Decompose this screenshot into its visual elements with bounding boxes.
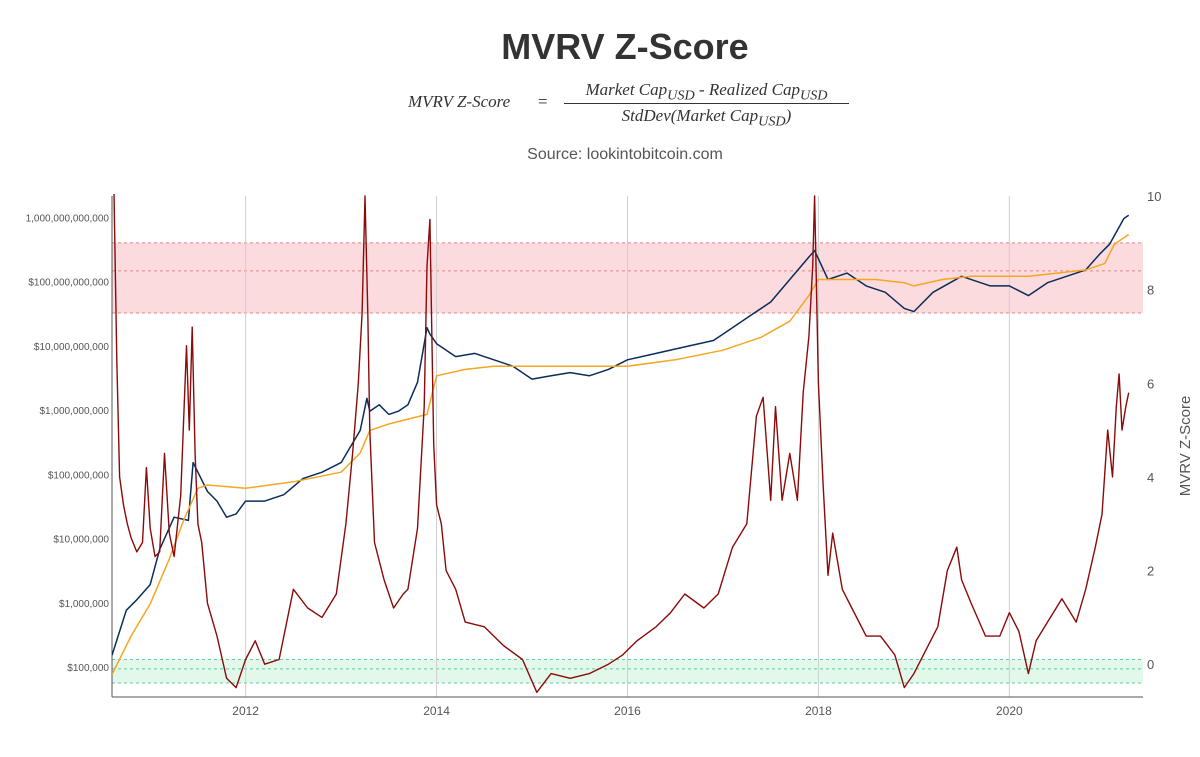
y-left-tick-label: $1,000,000 <box>59 599 109 610</box>
formula-denominator-text: StdDev(Market Cap <box>621 106 759 125</box>
series-group <box>112 194 1130 693</box>
y-left-tick-label: $100,000,000,000 <box>28 278 109 289</box>
y-right-tick-label: 4 <box>1147 470 1154 485</box>
y-left-tick-label: 1,000,000,000,000 <box>26 213 110 224</box>
series-line-mvrv-z-score <box>113 194 1130 693</box>
formula-numerator-a: Market Cap <box>585 80 668 99</box>
y-left-tick-label: $10,000,000 <box>53 535 109 546</box>
x-tick-label: 2020 <box>996 704 1023 718</box>
y-left-tick-label: $100,000,000 <box>48 470 110 481</box>
formula-denominator: StdDev(Market CapUSD) <box>564 106 849 130</box>
y-right-tick-label: 0 <box>1147 657 1154 672</box>
chart-title: MVRV Z-Score <box>501 26 749 67</box>
x-tick-label: 2018 <box>805 704 832 718</box>
formula-denominator-close: ) <box>785 106 792 125</box>
chart-source: Source: lookintobitcoin.com <box>527 146 723 163</box>
y-right-tick-label: 2 <box>1147 564 1154 579</box>
formula-fraction-bar <box>564 103 849 104</box>
x-tick-label: 2016 <box>614 704 641 718</box>
series-line-realized-cap <box>112 233 1130 675</box>
x-tick-label: 2012 <box>232 704 259 718</box>
x-tick-label: 2014 <box>423 704 450 718</box>
formula-equals: = <box>538 92 548 111</box>
formula-minus: - <box>698 80 705 99</box>
y-right-tick-label: 10 <box>1147 189 1161 204</box>
formula-numerator: Market CapUSD - Realized CapUSD <box>564 80 849 104</box>
formula-sub-1: USD <box>667 87 695 104</box>
y-right-tick-label: 8 <box>1147 283 1154 298</box>
formula-sub-3: USD <box>758 113 786 130</box>
formula-sub-2: USD <box>800 87 828 104</box>
mvrv-formula: MVRV Z-Score = Market CapUSD - Realized … <box>400 80 860 130</box>
y-right-axis-label: MVRV Z-Score <box>1177 396 1194 497</box>
y-left-tick-label: $100,000 <box>67 663 109 674</box>
y-left-tick-label: $10,000,000,000 <box>34 342 110 353</box>
y-right-tick-label: 6 <box>1147 376 1154 391</box>
formula-numerator-b: Realized Cap <box>708 80 800 99</box>
y-left-tick-label: $1,000,000,000 <box>39 406 109 417</box>
formula-lhs: MVRV Z-Score <box>408 92 511 111</box>
